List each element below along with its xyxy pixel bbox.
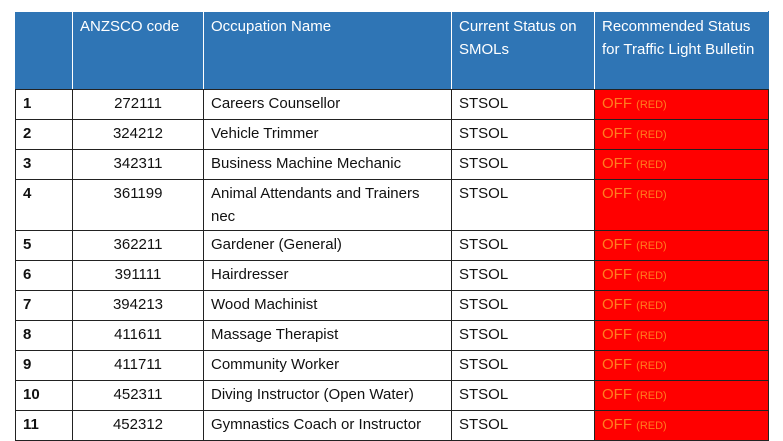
recommended-status-cell: OFF (RED) xyxy=(594,320,769,351)
occupation-name-cell: Hairdresser xyxy=(203,260,452,291)
anzsco-code-cell: 411711 xyxy=(72,350,204,381)
current-status-cell: STSOL xyxy=(451,119,595,150)
occupation-name-cell: Wood Machinist xyxy=(203,290,452,321)
table-row: 11 452312 Gymnastics Coach or Instructor ST… xyxy=(15,410,769,441)
table-header: ANZSCO code Occupation Name Current Stat… xyxy=(15,11,769,90)
status-red-label: (RED) xyxy=(636,99,667,111)
header-current-status: Current Status on SMOLs xyxy=(451,11,595,90)
anzsco-code-cell: 342311 xyxy=(72,149,204,180)
status-off-label: OFF xyxy=(602,356,632,373)
row-number: 2 xyxy=(15,119,73,150)
anzsco-code-cell: 272111 xyxy=(72,89,204,120)
status-red-label: (RED) xyxy=(636,300,667,312)
occupation-status-table: ANZSCO code Occupation Name Current Stat… xyxy=(15,11,769,441)
status-off-label: OFF xyxy=(602,155,632,172)
table-row: 10 452311 Diving Instructor (Open Water) ST… xyxy=(15,380,769,411)
row-number: 3 xyxy=(15,149,73,180)
recommended-status-cell: OFF (RED) xyxy=(594,290,769,321)
table-row: 3 342311 Business Machine Mechanic STSOL OFF… xyxy=(15,149,769,180)
recommended-status-cell: OFF (RED) xyxy=(594,350,769,381)
status-red-label: (RED) xyxy=(636,129,667,141)
status-red-label: (RED) xyxy=(636,330,667,342)
current-status-cell: STSOL xyxy=(451,179,595,231)
status-off-label: OFF xyxy=(602,416,632,433)
status-red-label: (RED) xyxy=(636,270,667,282)
recommended-status-cell: OFF (RED) xyxy=(594,380,769,411)
recommended-status-cell: OFF (RED) xyxy=(594,260,769,291)
current-status-cell: STSOL xyxy=(451,320,595,351)
table-row: 8 411611 Massage Therapist STSOL OFF (RED) xyxy=(15,320,769,351)
table-row: 1 272111 Careers Counsellor STSOL OFF (RED) xyxy=(15,89,769,120)
row-number: 5 xyxy=(15,230,73,261)
recommended-status-cell: OFF (RED) xyxy=(594,119,769,150)
anzsco-code-cell: 362211 xyxy=(72,230,204,261)
row-number: 8 xyxy=(15,320,73,351)
status-red-label: (RED) xyxy=(636,420,667,432)
anzsco-code-cell: 452311 xyxy=(72,380,204,411)
table-row: 6 391111 Hairdresser STSOL OFF (RED) xyxy=(15,260,769,291)
status-off-label: OFF xyxy=(602,95,632,112)
header-number xyxy=(15,11,73,90)
current-status-cell: STSOL xyxy=(451,410,595,441)
status-off-label: OFF xyxy=(602,125,632,142)
recommended-status-cell: OFF (RED) xyxy=(594,179,769,231)
occupation-name-cell: Vehicle Trimmer xyxy=(203,119,452,150)
current-status-cell: STSOL xyxy=(451,260,595,291)
current-status-cell: STSOL xyxy=(451,89,595,120)
anzsco-code-cell: 391111 xyxy=(72,260,204,291)
status-off-label: OFF xyxy=(602,326,632,343)
anzsco-code-cell: 324212 xyxy=(72,119,204,150)
occupation-name-cell: Gymnastics Coach or Instructor xyxy=(203,410,452,441)
table-row: 2 324212 Vehicle Trimmer STSOL OFF (RED) xyxy=(15,119,769,150)
current-status-cell: STSOL xyxy=(451,350,595,381)
occupation-name-cell: Diving Instructor (Open Water) xyxy=(203,380,452,411)
occupation-name-cell: Business Machine Mechanic xyxy=(203,149,452,180)
occupation-name-cell: Gardener (General) xyxy=(203,230,452,261)
row-number: 9 xyxy=(15,350,73,381)
row-number: 10 xyxy=(15,380,73,411)
status-off-label: OFF xyxy=(602,386,632,403)
recommended-status-cell: OFF (RED) xyxy=(594,230,769,261)
status-off-label: OFF xyxy=(602,236,632,253)
occupation-name-cell: Careers Counsellor xyxy=(203,89,452,120)
status-off-label: OFF xyxy=(602,266,632,283)
header-occupation-name: Occupation Name xyxy=(203,11,452,90)
status-off-label: OFF xyxy=(602,296,632,313)
status-red-label: (RED) xyxy=(636,240,667,252)
anzsco-code-cell: 394213 xyxy=(72,290,204,321)
row-number: 11 xyxy=(15,410,73,441)
table-row: 5 362211 Gardener (General) STSOL OFF (RED) xyxy=(15,230,769,261)
current-status-cell: STSOL xyxy=(451,290,595,321)
recommended-status-cell: OFF (RED) xyxy=(594,89,769,120)
occupation-table-container: ANZSCO code Occupation Name Current Stat… xyxy=(15,11,769,441)
current-status-cell: STSOL xyxy=(451,380,595,411)
status-red-label: (RED) xyxy=(636,189,667,201)
table-row: 9 411711 Community Worker STSOL OFF (RED) xyxy=(15,350,769,381)
anzsco-code-cell: 411611 xyxy=(72,320,204,351)
status-red-label: (RED) xyxy=(636,360,667,372)
occupation-name-cell: Community Worker xyxy=(203,350,452,381)
row-number: 7 xyxy=(15,290,73,321)
table-row: 4 361199 Animal Attendants and Trainers ne… xyxy=(15,179,769,231)
recommended-status-cell: OFF (RED) xyxy=(594,149,769,180)
table-body: 1 272111 Careers Counsellor STSOL OFF (RED) 2… xyxy=(15,89,769,441)
occupation-name-cell: Massage Therapist xyxy=(203,320,452,351)
status-red-label: (RED) xyxy=(636,390,667,402)
recommended-status-cell: OFF (RED) xyxy=(594,410,769,441)
status-red-label: (RED) xyxy=(636,159,667,171)
occupation-name-cell: Animal Attendants and Trainers nec xyxy=(203,179,452,231)
table-row: 7 394213 Wood Machinist STSOL OFF (RED) xyxy=(15,290,769,321)
row-number: 6 xyxy=(15,260,73,291)
current-status-cell: STSOL xyxy=(451,230,595,261)
anzsco-code-cell: 452312 xyxy=(72,410,204,441)
row-number: 1 xyxy=(15,89,73,120)
row-number: 4 xyxy=(15,179,73,231)
status-off-label: OFF xyxy=(602,185,632,202)
anzsco-code-cell: 361199 xyxy=(72,179,204,231)
header-recommended-status: Recommended Status for Traffic Light Bul… xyxy=(594,11,769,90)
header-row: ANZSCO code Occupation Name Current Stat… xyxy=(15,11,769,90)
header-anzsco-code: ANZSCO code xyxy=(72,11,204,90)
current-status-cell: STSOL xyxy=(451,149,595,180)
